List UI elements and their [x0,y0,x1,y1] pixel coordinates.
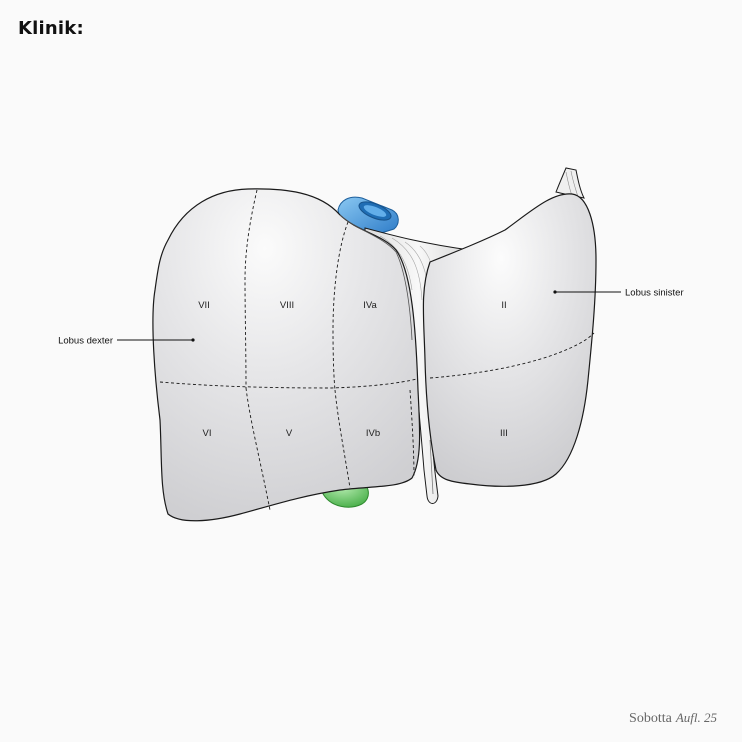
callout-label-lobus-sinister: Lobus sinister [625,288,684,299]
segment-label-iii: III [500,428,508,439]
edition-label: Aufl. 25 [675,710,717,725]
right-lobe [152,188,421,522]
boundary-ivb-edge [409,389,415,479]
publisher-name: Sobotta [629,711,672,726]
segment-label-ivb: IVb [366,428,380,439]
publisher-footer: Sobotta Aufl. 25 [629,710,717,727]
boundary-horizontal-right [159,378,418,389]
segment-label-vi: VI [203,428,212,439]
segment-label-iva: IVa [363,300,377,311]
segment-label-vii: VII [198,300,210,311]
page-heading: Klinik: [18,18,84,39]
segment-label-ii: II [501,300,506,311]
segment-label-v: V [286,428,293,439]
callout-lobus-sinister: Lobus sinister [553,288,684,299]
boundary-vi-v [245,387,271,511]
boundary-viii-iva [332,221,349,391]
segment-boundaries [159,189,595,511]
callout-lobus-dexter: Lobus dexter [58,336,195,347]
boundary-horizontal-left [429,332,595,379]
boundary-vii-viii [244,189,258,389]
segment-label-viii: VIII [280,300,294,311]
left-lobe [422,193,597,487]
boundary-v-ivb [334,389,351,489]
callout-label-lobus-dexter: Lobus dexter [58,336,113,347]
